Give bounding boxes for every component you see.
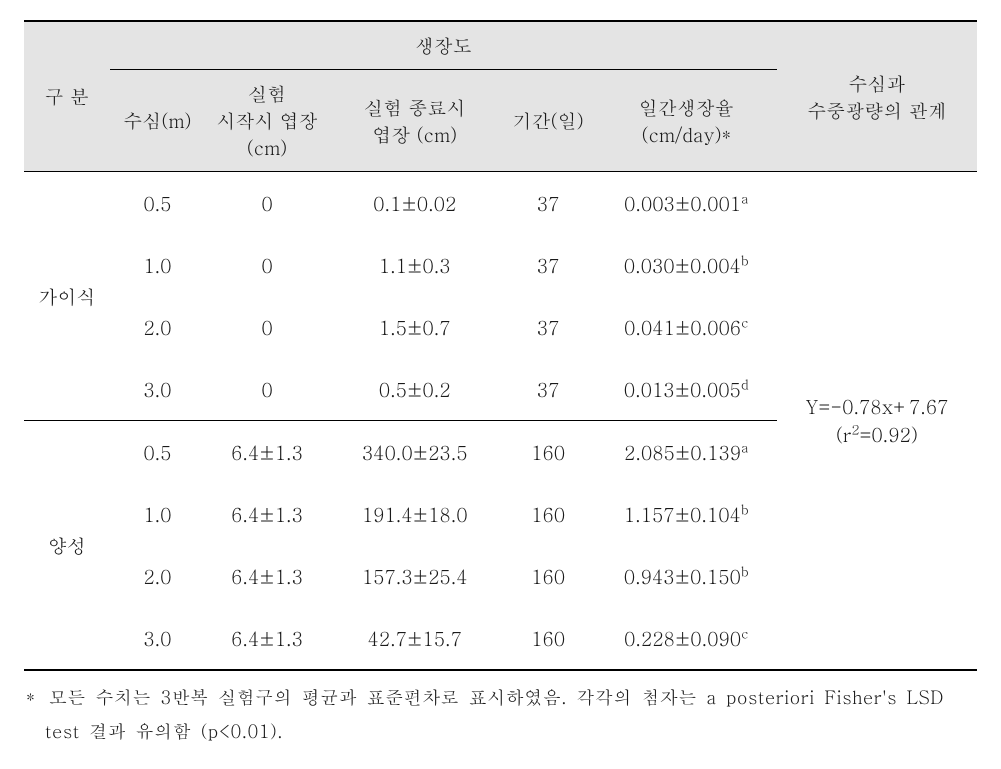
cell-period: 37 <box>500 296 595 358</box>
cell-depth: 2.0 <box>110 296 205 358</box>
col-relation: 수심과 수중광량의 관계 <box>777 21 977 172</box>
col-rate: 일간생장율 (cm/day)* <box>596 70 777 172</box>
col-start-l2: 시작시 엽장 <box>216 107 317 134</box>
cell-end: 0.1±0.02 <box>329 172 501 235</box>
cell-rate: 2.085±0.139a <box>596 421 777 484</box>
cell-relation: Y=-0.78x+7.67(r2=0.92) <box>777 172 977 671</box>
growth-table: 구 분 생장도 수심과 수중광량의 관계 수심(m) 실험 시작시 엽장 (cm… <box>24 20 977 671</box>
cell-period: 160 <box>500 483 595 545</box>
col-relation-l2: 수중광량의 관계 <box>807 97 946 124</box>
cell-end: 42.7±15.7 <box>329 607 501 670</box>
cell-start: 0 <box>205 358 329 421</box>
cell-rate: 0.943±0.150b <box>596 545 777 607</box>
cell-period: 37 <box>500 172 595 235</box>
col-gubun: 구 분 <box>24 21 110 172</box>
cell-period: 37 <box>500 358 595 421</box>
col-end: 실험 종료시 엽장 (cm) <box>329 70 501 172</box>
cell-end: 340.0±23.5 <box>329 421 501 484</box>
col-start-l1: 실험 <box>248 80 286 107</box>
cell-rate: 0.030±0.004b <box>596 234 777 296</box>
footnote-line1: 모든 수치는 3반복 실험구의 평균과 표준편차로 표시하였음. 각각의 첨자는… <box>49 685 944 710</box>
col-relation-l1: 수심과 <box>848 70 905 97</box>
cell-end: 1.5±0.7 <box>329 296 501 358</box>
col-period: 기간(일) <box>500 70 595 172</box>
cell-end: 157.3±25.4 <box>329 545 501 607</box>
group-label: 가이식 <box>24 172 110 421</box>
cell-depth: 3.0 <box>110 607 205 670</box>
relation-r2: (r2=0.92) <box>836 421 918 448</box>
cell-start: 0 <box>205 234 329 296</box>
col-depth: 수심(m) <box>110 70 205 172</box>
cell-start: 0 <box>205 296 329 358</box>
col-end-l2: 엽장 (cm) <box>372 121 457 148</box>
cell-period: 37 <box>500 234 595 296</box>
cell-period: 160 <box>500 421 595 484</box>
col-rate-l1: 일간생장율 <box>639 94 734 121</box>
cell-end: 0.5±0.2 <box>329 358 501 421</box>
cell-start: 6.4±1.3 <box>205 483 329 545</box>
cell-start: 6.4±1.3 <box>205 607 329 670</box>
cell-depth: 0.5 <box>110 172 205 235</box>
cell-period: 160 <box>500 607 595 670</box>
table-header: 구 분 생장도 수심과 수중광량의 관계 수심(m) 실험 시작시 엽장 (cm… <box>24 21 977 172</box>
cell-rate: 0.041±0.006c <box>596 296 777 358</box>
cell-start: 6.4±1.3 <box>205 421 329 484</box>
col-start-l3: (cm) <box>247 134 288 161</box>
cell-depth: 2.0 <box>110 545 205 607</box>
col-rate-l2: (cm/day)* <box>641 121 731 148</box>
col-start: 실험 시작시 엽장 (cm) <box>205 70 329 172</box>
cell-depth: 0.5 <box>110 421 205 484</box>
cell-depth: 1.0 <box>110 234 205 296</box>
cell-rate: 0.228±0.090c <box>596 607 777 670</box>
table-row: 가이식0.500.1±0.02370.003±0.001aY=-0.78x+7.… <box>24 172 977 235</box>
cell-start: 6.4±1.3 <box>205 545 329 607</box>
col-group-growth: 생장도 <box>110 21 777 70</box>
footnote-line2: test 결과 유의함 (p<0.01). <box>45 719 283 744</box>
cell-period: 160 <box>500 545 595 607</box>
table-body: 가이식0.500.1±0.02370.003±0.001aY=-0.78x+7.… <box>24 172 977 671</box>
cell-start: 0 <box>205 172 329 235</box>
cell-rate: 1.157±0.104b <box>596 483 777 545</box>
footnote-asterisk: * <box>26 685 36 710</box>
cell-depth: 3.0 <box>110 358 205 421</box>
cell-rate: 0.003±0.001a <box>596 172 777 235</box>
cell-depth: 1.0 <box>110 483 205 545</box>
footnote: * 모든 수치는 3반복 실험구의 평균과 표준편차로 표시하였음. 각각의 첨… <box>24 681 977 749</box>
group-label: 양성 <box>24 421 110 671</box>
relation-eq: Y=-0.78x+7.67 <box>805 393 948 420</box>
cell-end: 1.1±0.3 <box>329 234 501 296</box>
cell-rate: 0.013±0.005d <box>596 358 777 421</box>
cell-end: 191.4±18.0 <box>329 483 501 545</box>
col-end-l1: 실험 종료시 <box>364 94 465 121</box>
